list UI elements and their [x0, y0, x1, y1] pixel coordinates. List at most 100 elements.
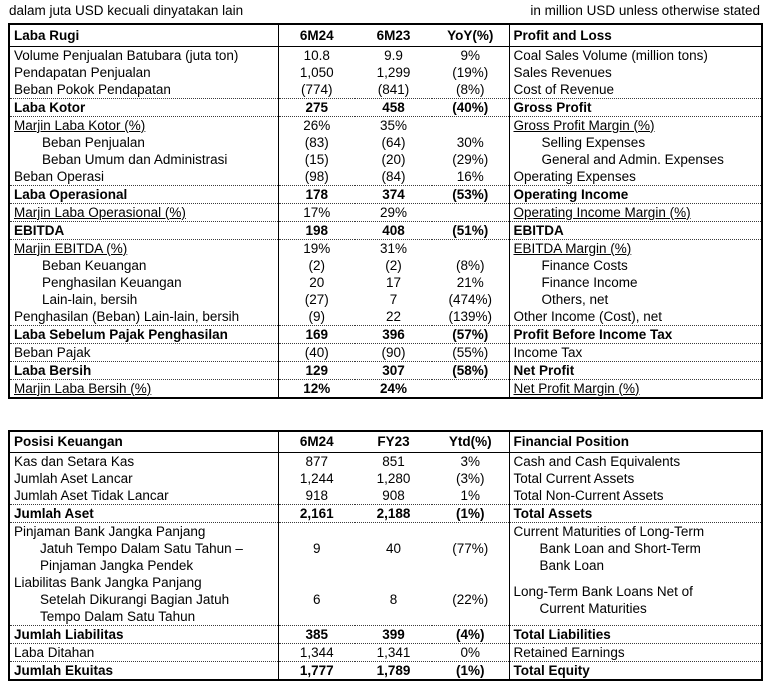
- row-value: (55%): [432, 343, 509, 361]
- row-label-english-line: General and Admin. Expenses: [542, 151, 758, 168]
- row-value-line: 399: [359, 626, 428, 643]
- row-value: 0%: [432, 644, 509, 662]
- row-value: 385: [278, 626, 355, 644]
- row-value: (774): [278, 81, 355, 99]
- row-value-line: 20: [283, 274, 352, 291]
- row-label-indonesian-line: Beban Keuangan: [42, 257, 274, 274]
- row-value: 178: [278, 185, 355, 203]
- row-value: 9%: [432, 46, 509, 64]
- row-value: 1,280: [355, 470, 432, 487]
- row-value: 198: [278, 221, 355, 239]
- row-value-line: 35%: [359, 117, 428, 134]
- row-value-line: 129: [283, 362, 352, 379]
- table-row: Beban Pokok Pendapatan(774)(841)(8%)Cost…: [9, 81, 762, 99]
- row-value-line: (90): [359, 344, 428, 361]
- row-value: (1%): [432, 662, 509, 681]
- row-value-line: 17: [359, 274, 428, 291]
- row-label-english: Operating Income Margin (%): [509, 203, 762, 221]
- row-label-indonesian-line: Kas dan Setara Kas: [14, 453, 274, 470]
- row-value-line: (3%): [436, 470, 505, 487]
- row-value-line: 9.9: [359, 47, 428, 64]
- header-label-indonesian: Posisi Keuangan: [9, 431, 278, 453]
- row-value: (22%): [432, 574, 509, 626]
- row-value-line: (77%): [436, 540, 505, 557]
- row-label-english: EBITDA Margin (%): [509, 239, 762, 257]
- row-value-line: 24%: [359, 380, 428, 397]
- row-label-indonesian-line: Pinjaman Jangka Pendek: [14, 557, 274, 574]
- row-value-line: 10.8: [283, 47, 352, 64]
- row-value-line: (83): [283, 134, 352, 151]
- row-label-english: Net Profit: [509, 361, 762, 379]
- row-label-indonesian-line: Jumlah Aset Tidak Lancar: [14, 487, 274, 504]
- row-value: 10.8: [278, 46, 355, 64]
- row-label-indonesian: Beban Penjualan: [9, 134, 278, 151]
- row-value-line: 21%: [436, 274, 505, 291]
- row-value-line: 26%: [283, 117, 352, 134]
- row-value-line: (841): [359, 81, 428, 98]
- row-value-line: (55%): [436, 344, 505, 361]
- row-value: (40): [278, 343, 355, 361]
- row-value-line: (19%): [436, 64, 505, 81]
- row-label-english: Total Current Assets: [509, 470, 762, 487]
- row-label-english-line: Finance Income: [542, 274, 758, 291]
- financial-position-table: Posisi Keuangan 6M24 FY23 Ytd(%) Financi…: [8, 430, 763, 681]
- row-label-indonesian: Laba Ditahan: [9, 644, 278, 662]
- row-label-english-line: EBITDA Margin (%): [514, 240, 758, 257]
- row-value: 7: [355, 291, 432, 308]
- row-value: 1,050: [278, 64, 355, 81]
- row-label-indonesian-line: Pendapatan Penjualan: [14, 64, 274, 81]
- row-label-indonesian: EBITDA: [9, 221, 278, 239]
- unit-note-indonesian: dalam juta USD kecuali dinyatakan lain: [9, 3, 243, 19]
- row-label-english: Total Assets: [509, 505, 762, 523]
- row-label-english-line: Cost of Revenue: [514, 81, 758, 98]
- row-label-english-line: Total Current Assets: [514, 470, 758, 487]
- row-label-english: Coal Sales Volume (million tons): [509, 46, 762, 64]
- row-label-indonesian-line: Setelah Dikurangi Bagian Jatuh: [14, 591, 274, 608]
- table-row: Beban Pajak(40)(90)(55%)Income Tax: [9, 343, 762, 361]
- row-value: [432, 379, 509, 398]
- row-value: 2,188: [355, 505, 432, 523]
- financial-position-header-row: Posisi Keuangan 6M24 FY23 Ytd(%) Financi…: [9, 431, 762, 453]
- row-label-english-line: Coal Sales Volume (million tons): [514, 47, 758, 64]
- row-label-indonesian-line: Beban Umum dan Administrasi: [42, 151, 274, 168]
- header-col-6m24: 6M24: [278, 431, 355, 453]
- row-value: (27): [278, 291, 355, 308]
- row-value-line: 6: [283, 591, 352, 608]
- row-value: 9: [278, 523, 355, 575]
- row-label-english: General and Admin. Expenses: [509, 151, 762, 168]
- row-value-line: 1,280: [359, 470, 428, 487]
- table-row: Marjin Laba Bersih (%)12%24%Net Profit M…: [9, 379, 762, 398]
- header-col-yoy: YoY(%): [432, 24, 509, 46]
- row-value: 374: [355, 185, 432, 203]
- row-label-indonesian: Beban Pokok Pendapatan: [9, 81, 278, 99]
- row-label-english-line: Net Profit Margin (%): [514, 380, 758, 397]
- row-value: 22: [355, 308, 432, 326]
- row-value-line: (40%): [436, 99, 505, 116]
- table-row: Beban Penjualan(83)(64)30%Selling Expens…: [9, 134, 762, 151]
- row-value: 2,161: [278, 505, 355, 523]
- table-row: Penghasilan (Beban) Lain-lain, bersih(9)…: [9, 308, 762, 326]
- row-label-english-line: Current Maturities of Long-Term: [514, 523, 758, 540]
- row-value: 24%: [355, 379, 432, 398]
- row-label-indonesian-line: Jumlah Aset Lancar: [14, 470, 274, 487]
- row-value: (1%): [432, 505, 509, 523]
- table-row: Marjin EBITDA (%)19%31%EBITDA Margin (%): [9, 239, 762, 257]
- row-value-line: (2): [359, 257, 428, 274]
- row-value: 6: [278, 574, 355, 626]
- row-value: 458: [355, 98, 432, 116]
- row-value: 877: [278, 453, 355, 471]
- row-label-indonesian: Beban Keuangan: [9, 257, 278, 274]
- row-value: 9.9: [355, 46, 432, 64]
- row-label-indonesian: Jumlah Aset: [9, 505, 278, 523]
- row-label-indonesian-line: Laba Ditahan: [14, 644, 274, 661]
- row-value: (64): [355, 134, 432, 151]
- row-value-line: 9: [283, 540, 352, 557]
- row-label-english: Sales Revenues: [509, 64, 762, 81]
- row-label-indonesian: Marjin Laba Kotor (%): [9, 116, 278, 134]
- row-value-line: (1%): [436, 662, 505, 679]
